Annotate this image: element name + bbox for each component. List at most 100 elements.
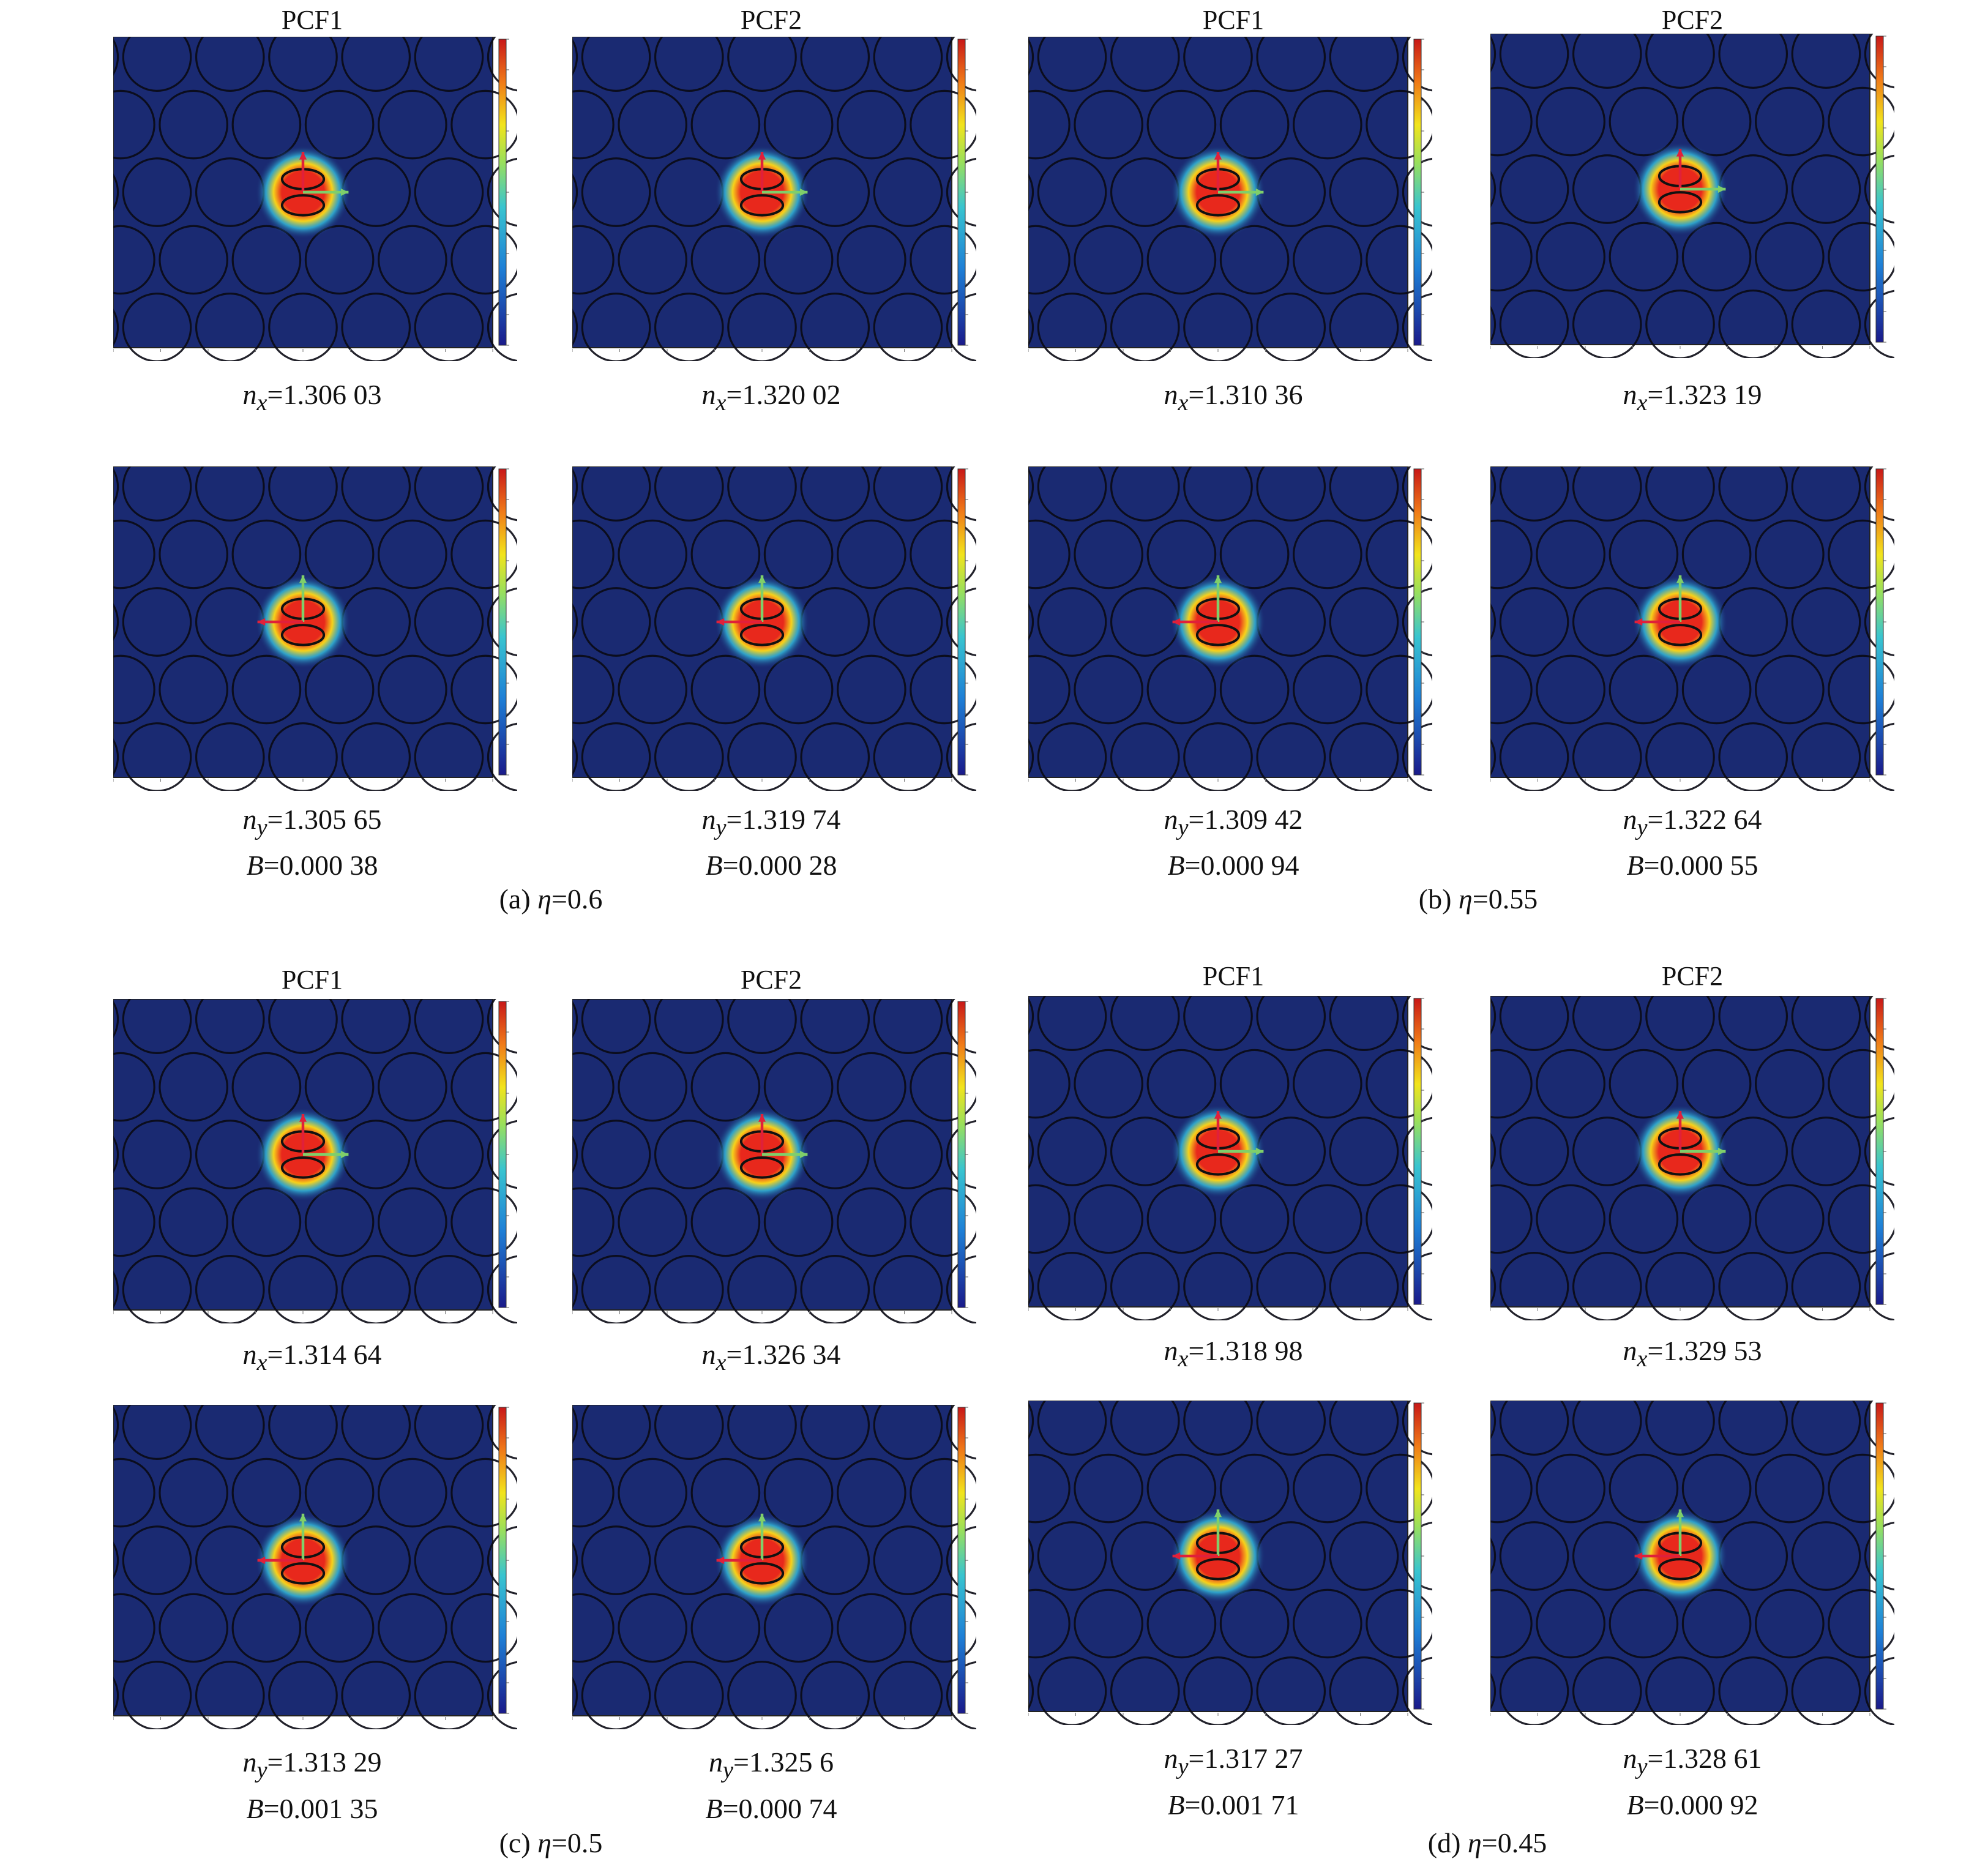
air-hole xyxy=(1755,519,1825,589)
air-hole xyxy=(873,157,943,227)
air-hole xyxy=(450,519,517,589)
air-hole xyxy=(1864,996,1894,1051)
birefringence-value: B=0.001 71 xyxy=(1167,1789,1299,1820)
air-hole xyxy=(304,654,375,725)
air-hole xyxy=(113,1457,155,1528)
air-hole xyxy=(1037,157,1107,227)
air-hole xyxy=(654,999,724,1054)
air-hole xyxy=(231,1052,302,1122)
air-hole xyxy=(572,1593,615,1663)
air-hole xyxy=(1645,996,1715,1051)
air-hole xyxy=(1028,468,1034,506)
air-hole xyxy=(1609,1184,1679,1254)
air-hole xyxy=(572,38,578,76)
core-hole-lower xyxy=(280,1562,326,1585)
air-hole xyxy=(195,466,265,522)
air-hole xyxy=(1718,290,1788,358)
column-title: PCF1 xyxy=(1202,5,1265,35)
air-hole xyxy=(1536,222,1605,292)
air-hole xyxy=(1037,1117,1107,1186)
air-hole xyxy=(910,1457,976,1528)
mode-field-panel xyxy=(1490,996,1894,1320)
air-hole xyxy=(572,738,578,776)
air-hole xyxy=(946,1405,976,1460)
green-arrow-icon xyxy=(303,1150,349,1159)
air-hole xyxy=(1490,738,1497,776)
colorbar xyxy=(1875,468,1884,776)
air-hole xyxy=(1645,1401,1715,1456)
air-hole xyxy=(1028,1268,1034,1306)
air-hole xyxy=(1256,37,1326,92)
mode-field-plot xyxy=(1490,1401,1894,1725)
air-hole xyxy=(378,1052,447,1122)
air-hole xyxy=(1499,1401,1569,1456)
birefringence-value: B=0.000 55 xyxy=(1626,850,1758,881)
air-hole xyxy=(1490,1537,1497,1575)
red-arrow-icon xyxy=(758,1113,766,1154)
air-hole xyxy=(1490,305,1497,343)
air-hole xyxy=(1609,1049,1679,1119)
ny-value: ny=1.309 42 xyxy=(1164,804,1303,841)
air-hole xyxy=(1864,154,1894,224)
air-hole xyxy=(1256,466,1326,522)
air-hole xyxy=(581,37,651,92)
colorbar xyxy=(957,468,966,776)
air-hole xyxy=(946,1525,976,1595)
air-hole xyxy=(414,157,484,227)
air-hole xyxy=(1219,89,1290,160)
air-hole xyxy=(1329,1521,1399,1591)
ny-value: ny=1.328 61 xyxy=(1623,1743,1762,1780)
core-hole-lower xyxy=(739,624,785,646)
air-hole xyxy=(572,225,615,295)
air-hole xyxy=(1146,1184,1217,1254)
air-hole xyxy=(946,1120,976,1189)
red-arrow-icon xyxy=(716,618,762,626)
air-hole xyxy=(1028,738,1034,776)
ny-value: ny=1.317 27 xyxy=(1164,1743,1303,1780)
air-hole xyxy=(1183,722,1253,791)
air-hole xyxy=(910,89,976,160)
air-hole xyxy=(1028,603,1034,641)
air-hole xyxy=(231,654,302,725)
air-hole xyxy=(1256,1401,1326,1456)
air-hole xyxy=(581,466,651,522)
air-hole xyxy=(1256,1656,1326,1725)
air-hole xyxy=(1110,466,1180,522)
air-hole xyxy=(1110,1656,1180,1725)
air-hole xyxy=(378,1593,447,1663)
air-hole xyxy=(268,722,338,791)
air-hole xyxy=(654,37,724,92)
air-hole xyxy=(1146,519,1217,589)
air-hole xyxy=(763,225,834,295)
air-hole xyxy=(1490,1184,1533,1254)
air-hole xyxy=(1490,603,1497,641)
air-hole xyxy=(231,1593,302,1663)
air-hole xyxy=(1037,722,1107,791)
colorbar xyxy=(957,39,966,346)
air-hole xyxy=(1219,519,1290,589)
air-hole xyxy=(113,1593,155,1663)
air-hole xyxy=(837,1187,906,1257)
air-hole xyxy=(113,603,119,641)
air-hole xyxy=(1490,170,1497,208)
air-hole xyxy=(1183,466,1253,522)
core-hole-lower xyxy=(1195,194,1241,217)
air-hole xyxy=(341,293,411,361)
air-hole xyxy=(113,519,155,589)
air-hole xyxy=(1864,1521,1894,1591)
air-hole xyxy=(1645,1252,1715,1320)
air-hole xyxy=(581,1661,651,1729)
green-arrow-icon xyxy=(758,1513,766,1560)
air-hole xyxy=(1183,37,1253,92)
air-hole xyxy=(1609,1453,1679,1524)
air-hole xyxy=(910,225,976,295)
red-arrow-icon xyxy=(1634,618,1680,626)
air-hole xyxy=(1499,466,1569,522)
air-hole xyxy=(1828,1049,1894,1119)
mode-field-plot xyxy=(1490,466,1894,791)
air-hole xyxy=(581,587,651,657)
air-hole xyxy=(1293,1049,1362,1119)
air-hole xyxy=(268,999,338,1054)
air-hole xyxy=(1755,1184,1825,1254)
air-hole xyxy=(1028,519,1071,589)
